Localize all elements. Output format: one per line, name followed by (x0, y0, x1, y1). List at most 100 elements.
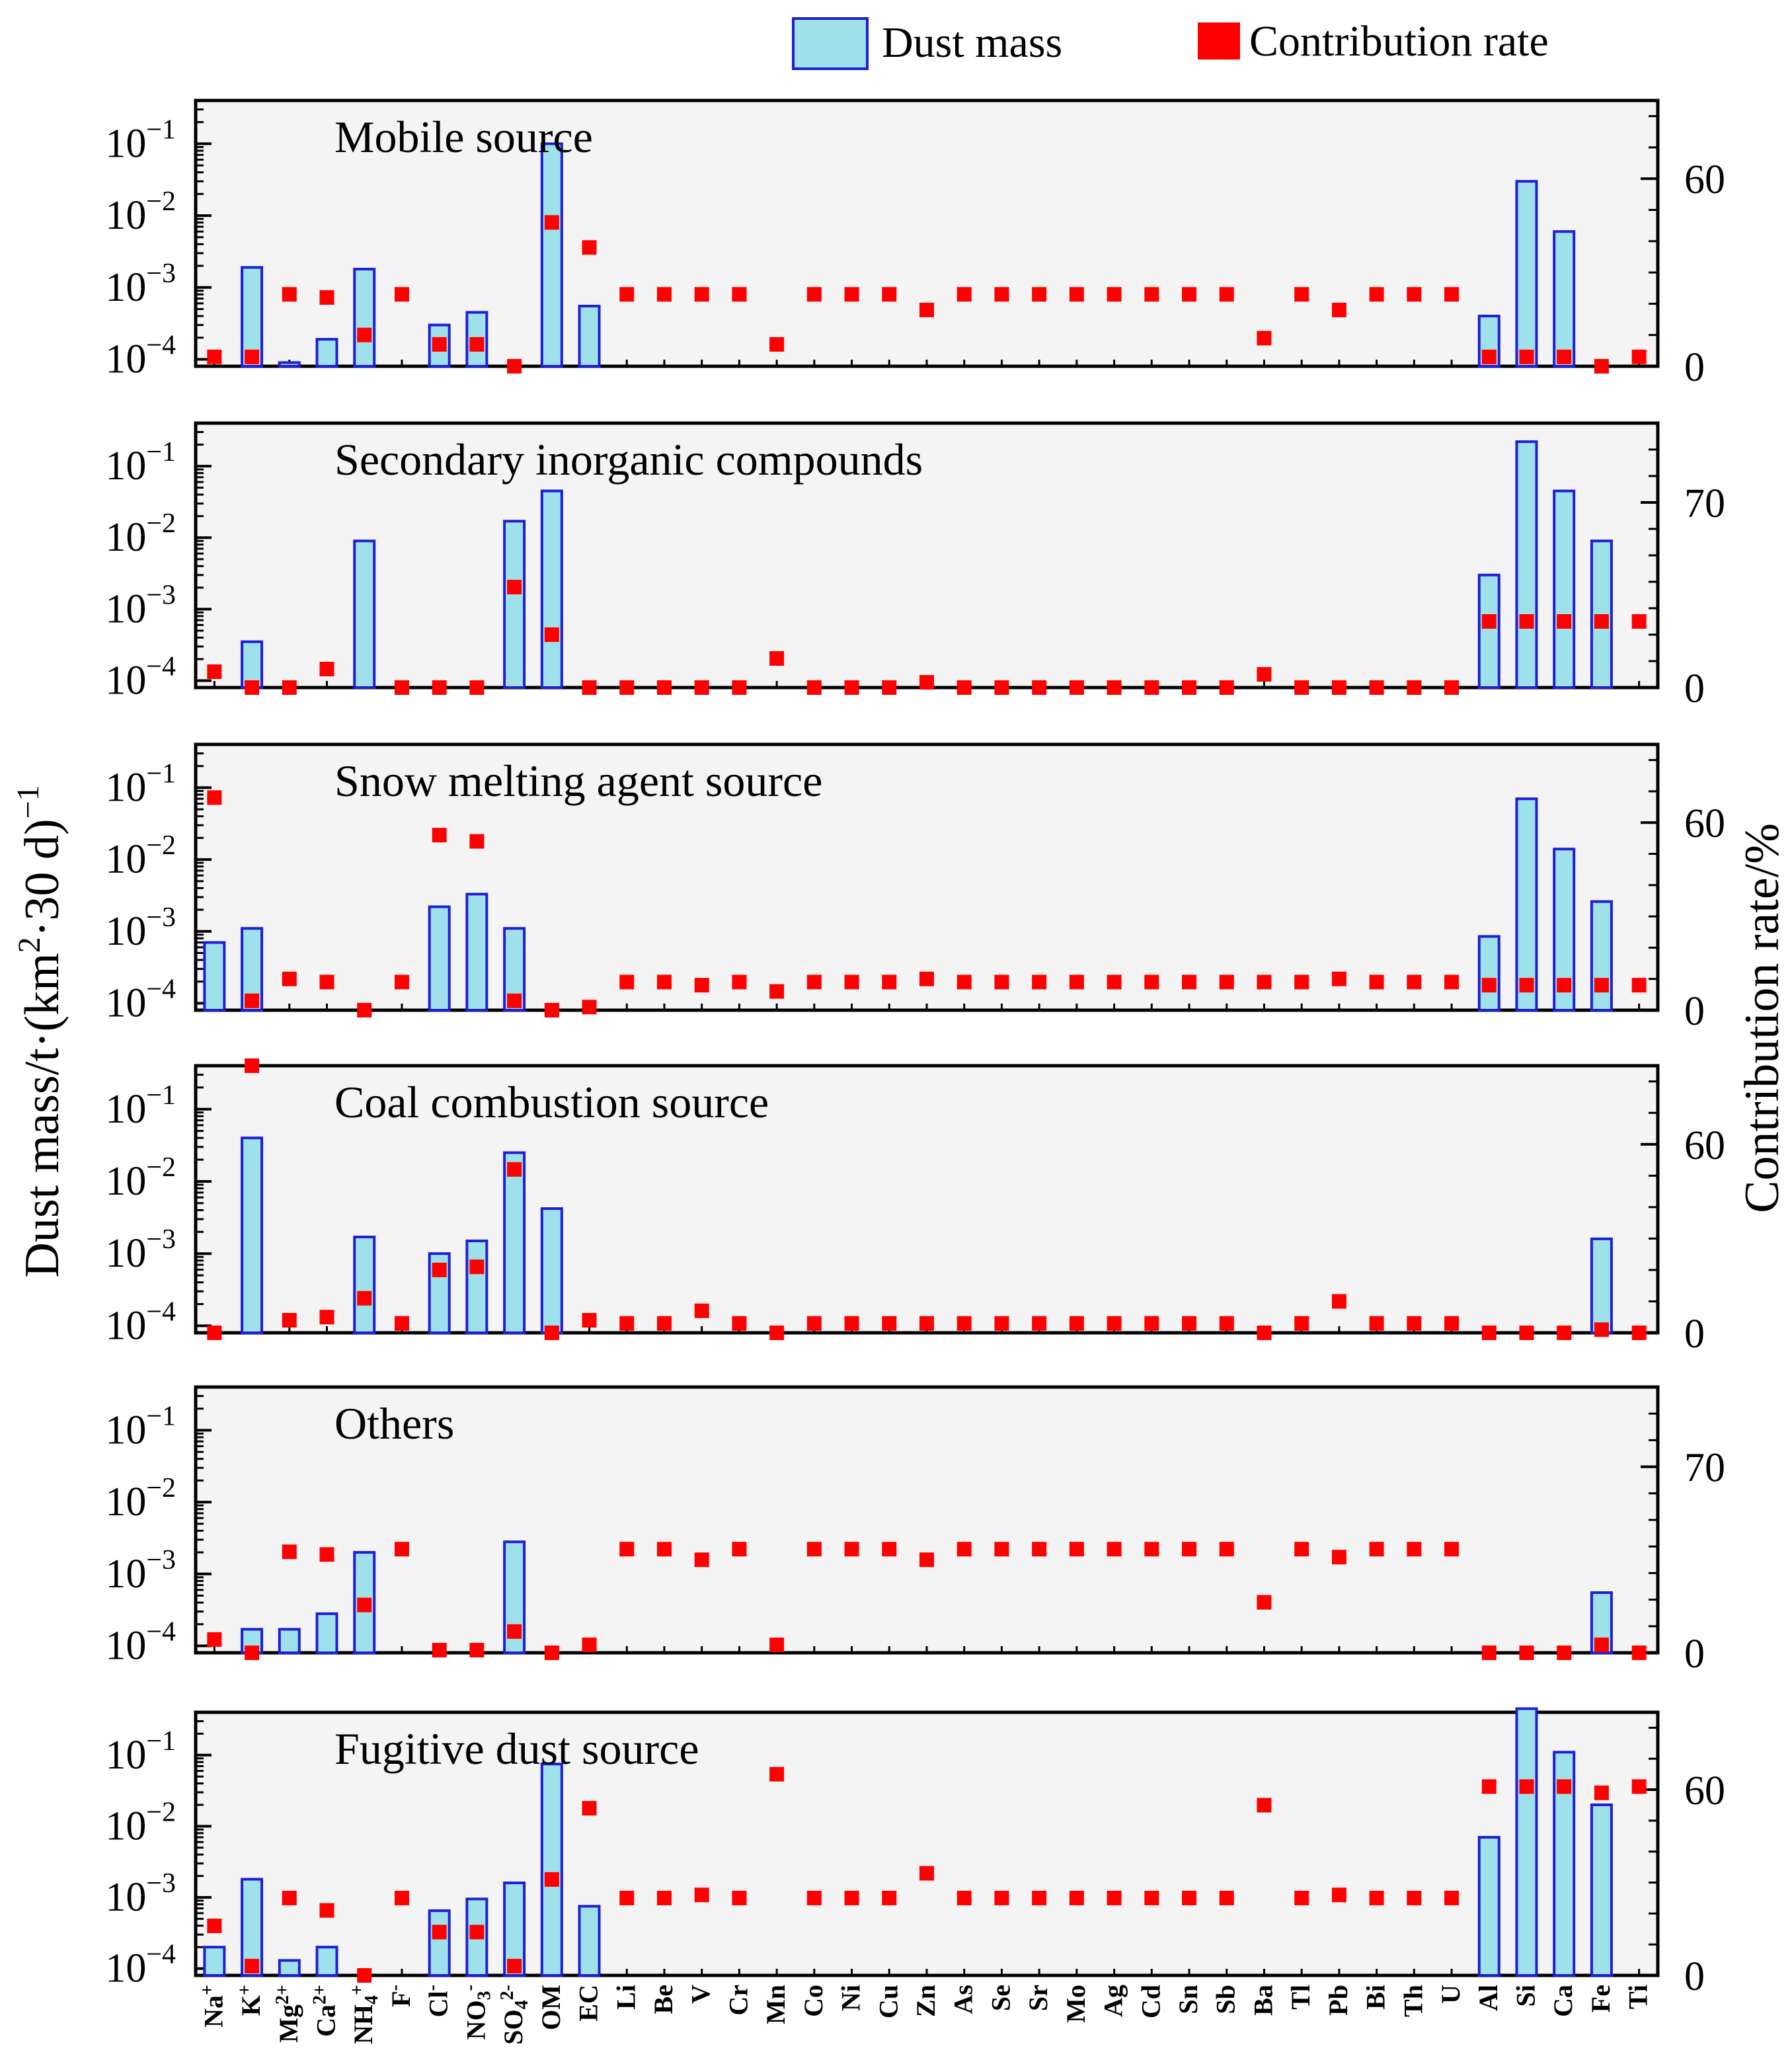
contribution-rate-marker (1481, 349, 1497, 364)
contribution-rate-marker (544, 627, 559, 642)
contribution-rate-marker (882, 680, 897, 695)
contribution-rate-marker (1369, 1890, 1384, 1905)
contribution-rate-marker (656, 680, 672, 695)
contribution-rate-marker (619, 1316, 635, 1331)
contribution-rate-marker (1557, 1646, 1572, 1660)
contribution-rate-marker (469, 1642, 485, 1657)
contribution-rate-marker (956, 287, 972, 302)
x-tick-label: Th (1398, 1985, 1428, 2017)
contribution-rate-marker (1369, 974, 1384, 990)
contribution-rate-marker (1631, 614, 1647, 629)
contribution-rate-marker (1257, 1595, 1272, 1610)
contribution-rate-marker (1069, 680, 1084, 695)
contribution-rate-marker (1144, 287, 1159, 302)
contribution-rate-marker (282, 680, 297, 695)
contribution-rate-marker (1069, 1542, 1084, 1557)
contribution-rate-marker (1219, 1542, 1234, 1557)
contribution-rate-marker (1594, 359, 1609, 374)
contribution-rate-marker (1407, 1316, 1422, 1331)
x-tick-label: Cd (1136, 1985, 1165, 2018)
contribution-rate-marker (732, 1316, 747, 1331)
x-tick-label: EC (574, 1985, 604, 2022)
contribution-rate-marker (1444, 1316, 1460, 1331)
contribution-rate-marker (357, 1003, 372, 1017)
contribution-rate-marker (507, 1162, 522, 1177)
left-tick-label: 10−4 (105, 330, 176, 381)
contribution-rate-marker (207, 790, 222, 805)
dust-mass-bar (1515, 1707, 1538, 1977)
contribution-rate-marker (282, 1890, 297, 1905)
contribution-rate-marker (544, 1326, 559, 1340)
contribution-rate-marker (656, 974, 672, 990)
contribution-rate-marker (769, 984, 785, 999)
panel-title: Coal combustion source (334, 1077, 769, 1127)
panel-frame (194, 421, 1660, 690)
x-tick-label: SO42- (497, 1985, 532, 2045)
contribution-rate-marker (394, 287, 409, 302)
contribution-rate-marker (656, 287, 672, 302)
right-tick-label: 60 (1684, 157, 1725, 202)
panel-title: Others (334, 1398, 454, 1449)
contribution-rate-marker (919, 675, 934, 690)
contribution-rate-marker (694, 680, 709, 695)
contribution-rate-marker (994, 287, 1009, 302)
contribution-rate-marker (207, 349, 222, 364)
dust-mass-bar (241, 1136, 264, 1334)
contribution-rate-marker (769, 1766, 785, 1782)
contribution-rate-marker (1032, 680, 1047, 695)
contribution-rate-marker (1519, 978, 1534, 993)
panel-title: Mobile source (334, 112, 593, 162)
contribution-rate-marker (1294, 1890, 1309, 1905)
contribution-rate-marker (806, 1542, 822, 1557)
left-tick-label: 10−2 (105, 1797, 176, 1848)
contribution-rate-marker (1182, 287, 1197, 302)
x-tick-label: OM (536, 1985, 566, 2030)
dust-mass-bar (353, 268, 376, 368)
panels: 10−1 10−2 10−3 10−4 60 0 Mobile source 10−1 10−2… (105, 99, 1725, 1999)
right-tick-label-zero: 0 (1684, 1632, 1705, 1677)
contribution-rate-marker (1557, 1326, 1572, 1340)
contribution-rate-marker (1331, 1887, 1346, 1903)
contribution-rate-marker (619, 287, 635, 302)
contribution-rate-marker (882, 1542, 897, 1557)
x-tick-label: Ba (1248, 1985, 1278, 2016)
dust-mass-bar (315, 1612, 338, 1655)
right-tick-label: 60 (1684, 801, 1725, 846)
contribution-rate-marker (1219, 680, 1234, 695)
dust-mass-bar (503, 1151, 526, 1335)
dust-mass-bar (540, 1763, 563, 1977)
contribution-rate-marker (282, 287, 297, 302)
contribution-rate-marker (207, 1919, 222, 1934)
x-tick-label: Co (799, 1985, 828, 2017)
contribution-rate-marker (1444, 680, 1460, 695)
contribution-rate-marker (582, 240, 597, 255)
contribution-rate-marker (245, 680, 260, 695)
contribution-rate-marker (1557, 614, 1572, 629)
contribution-rate-marker (1294, 1542, 1309, 1557)
right-axis-label: Contribution rate/% (1735, 823, 1789, 1213)
contribution-rate-marker (469, 337, 485, 352)
dust-mass-bar (1515, 180, 1538, 368)
panel-title: Fugitive dust source (334, 1724, 699, 1774)
contribution-rate-marker (1182, 974, 1197, 990)
contribution-rate-marker (1294, 1316, 1309, 1331)
left-tick-label: 10−4 (105, 1296, 176, 1348)
contribution-rate-marker (1594, 614, 1609, 629)
contribution-rate-marker (1631, 1326, 1647, 1340)
left-tick-label: 10−2 (105, 1473, 176, 1525)
contribution-rate-marker (694, 287, 709, 302)
legend-marker-label: Contribution rate (1249, 17, 1549, 65)
contribution-rate-marker (319, 290, 334, 305)
panel-3: 10−1 10−2 10−3 10−4 60 0 Snow melting agent so… (105, 742, 1725, 1034)
contribution-rate-marker (694, 1303, 709, 1318)
dust-mass-bar (1553, 489, 1576, 690)
contribution-rate-marker (844, 1316, 859, 1331)
contribution-rate-marker (1407, 1890, 1422, 1905)
contribution-rate-marker (1519, 1326, 1534, 1340)
contribution-rate-marker (1032, 287, 1047, 302)
contribution-rate-marker (1257, 1326, 1272, 1340)
contribution-rate-marker (1519, 1779, 1534, 1794)
x-tick-label: Cl- (422, 1985, 453, 2017)
contribution-rate-marker (769, 1637, 785, 1652)
dust-mass-bar (428, 905, 451, 1012)
